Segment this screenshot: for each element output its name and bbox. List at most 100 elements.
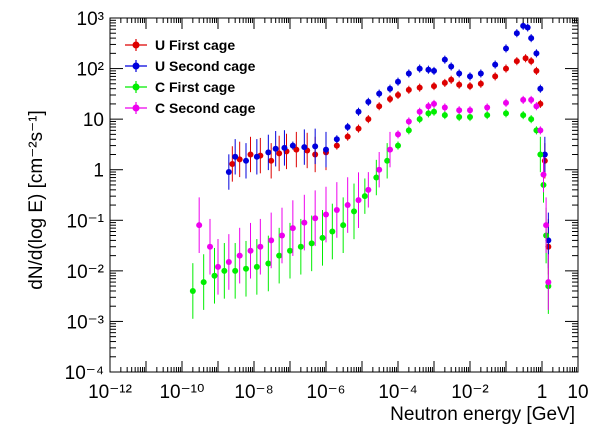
data-point (207, 243, 214, 250)
data-point (225, 169, 232, 176)
data-point (431, 67, 437, 74)
data-point (543, 222, 550, 229)
data-point (528, 116, 535, 123)
data-point (189, 287, 196, 294)
data-point (395, 131, 401, 138)
data-point (301, 144, 308, 151)
data-point (448, 76, 455, 83)
data-point (520, 112, 527, 119)
data-point (384, 157, 391, 164)
legend-item: C First cage (125, 79, 235, 95)
data-point (265, 149, 272, 156)
legend-marker (132, 41, 140, 49)
data-point (355, 125, 362, 132)
data-point (243, 265, 250, 272)
data-point (541, 151, 548, 158)
data-point (236, 156, 243, 163)
data-point (528, 35, 535, 42)
data-point (333, 142, 340, 149)
data-point (425, 110, 432, 117)
data-point (289, 225, 296, 232)
data-point (533, 67, 540, 74)
data-point (441, 112, 448, 119)
data-point (533, 50, 540, 57)
data-point (492, 61, 499, 68)
data-point (441, 79, 448, 86)
data-point (312, 215, 319, 222)
data-point (376, 166, 383, 173)
data-point (376, 103, 383, 110)
data-point (503, 65, 509, 72)
data-point (524, 24, 531, 31)
data-point (395, 78, 401, 85)
data-point (323, 211, 329, 218)
data-point (416, 65, 423, 72)
data-point (484, 112, 491, 119)
data-point (355, 197, 362, 204)
data-point (503, 110, 509, 117)
data-point (431, 83, 437, 90)
data-point (387, 146, 394, 153)
data-point (387, 85, 394, 92)
data-point (513, 30, 520, 37)
x-tick-label: 10⁻⁴ (378, 382, 417, 403)
data-point (215, 263, 221, 270)
y-tick-label: 1 (93, 161, 104, 182)
data-point (344, 133, 351, 140)
series-c-second-cage (196, 95, 552, 310)
data-point (287, 247, 293, 254)
data-point (416, 116, 423, 123)
data-point (247, 247, 254, 254)
data-point (329, 228, 336, 235)
legend-label: U First cage (155, 37, 235, 53)
data-point (416, 108, 423, 115)
data-point (477, 70, 484, 77)
data-point (467, 114, 473, 121)
legend-label: U Second cage (155, 58, 256, 74)
data-point (425, 103, 432, 110)
data-point (416, 84, 423, 91)
y-tick-label: 10⁻³ (67, 312, 105, 333)
data-point (425, 66, 432, 73)
data-point (477, 80, 484, 87)
data-point (528, 58, 535, 65)
y-tick-label: 10⁻¹ (67, 211, 105, 232)
data-point (268, 237, 275, 244)
y-tick-label: 10 (83, 110, 104, 131)
legend-marker (132, 83, 140, 91)
data-point (279, 232, 286, 239)
x-axis: 10⁻¹² 10⁻¹⁰ 10⁻⁸ 10⁻⁶ 10⁻⁴ 10⁻² 1 10 (88, 18, 589, 403)
data-point (405, 86, 412, 93)
data-point (276, 252, 283, 259)
series-u-first-cage (229, 54, 552, 275)
data-point (441, 56, 448, 63)
data-point (365, 186, 372, 193)
data-point (405, 118, 412, 125)
series-u-second-cage (225, 21, 552, 269)
data-point (405, 127, 412, 134)
data-point (344, 202, 351, 209)
data-point (333, 206, 340, 213)
data-point (323, 146, 329, 153)
x-tick-label: 1 (537, 382, 548, 403)
data-point (232, 153, 239, 160)
x-axis-title: Neutron energy [GeV] (390, 404, 575, 425)
data-point (373, 174, 380, 181)
data-point (520, 22, 527, 29)
legend-item: U Second cage (125, 58, 256, 74)
data-point (537, 85, 544, 92)
data-point (395, 142, 401, 149)
data-point (533, 103, 540, 110)
data-point (297, 243, 304, 250)
data-point (522, 55, 529, 62)
legend-marker (132, 62, 140, 70)
legend-label: C Second cage (155, 100, 256, 116)
data-point (365, 116, 372, 123)
y-tick-label: 10² (77, 60, 104, 81)
plot-area (109, 17, 579, 373)
x-tick-label: 10 (567, 382, 588, 403)
x-tick-label: 10⁻¹⁰ (159, 382, 204, 403)
data-point (365, 98, 372, 105)
data-point (431, 100, 437, 107)
